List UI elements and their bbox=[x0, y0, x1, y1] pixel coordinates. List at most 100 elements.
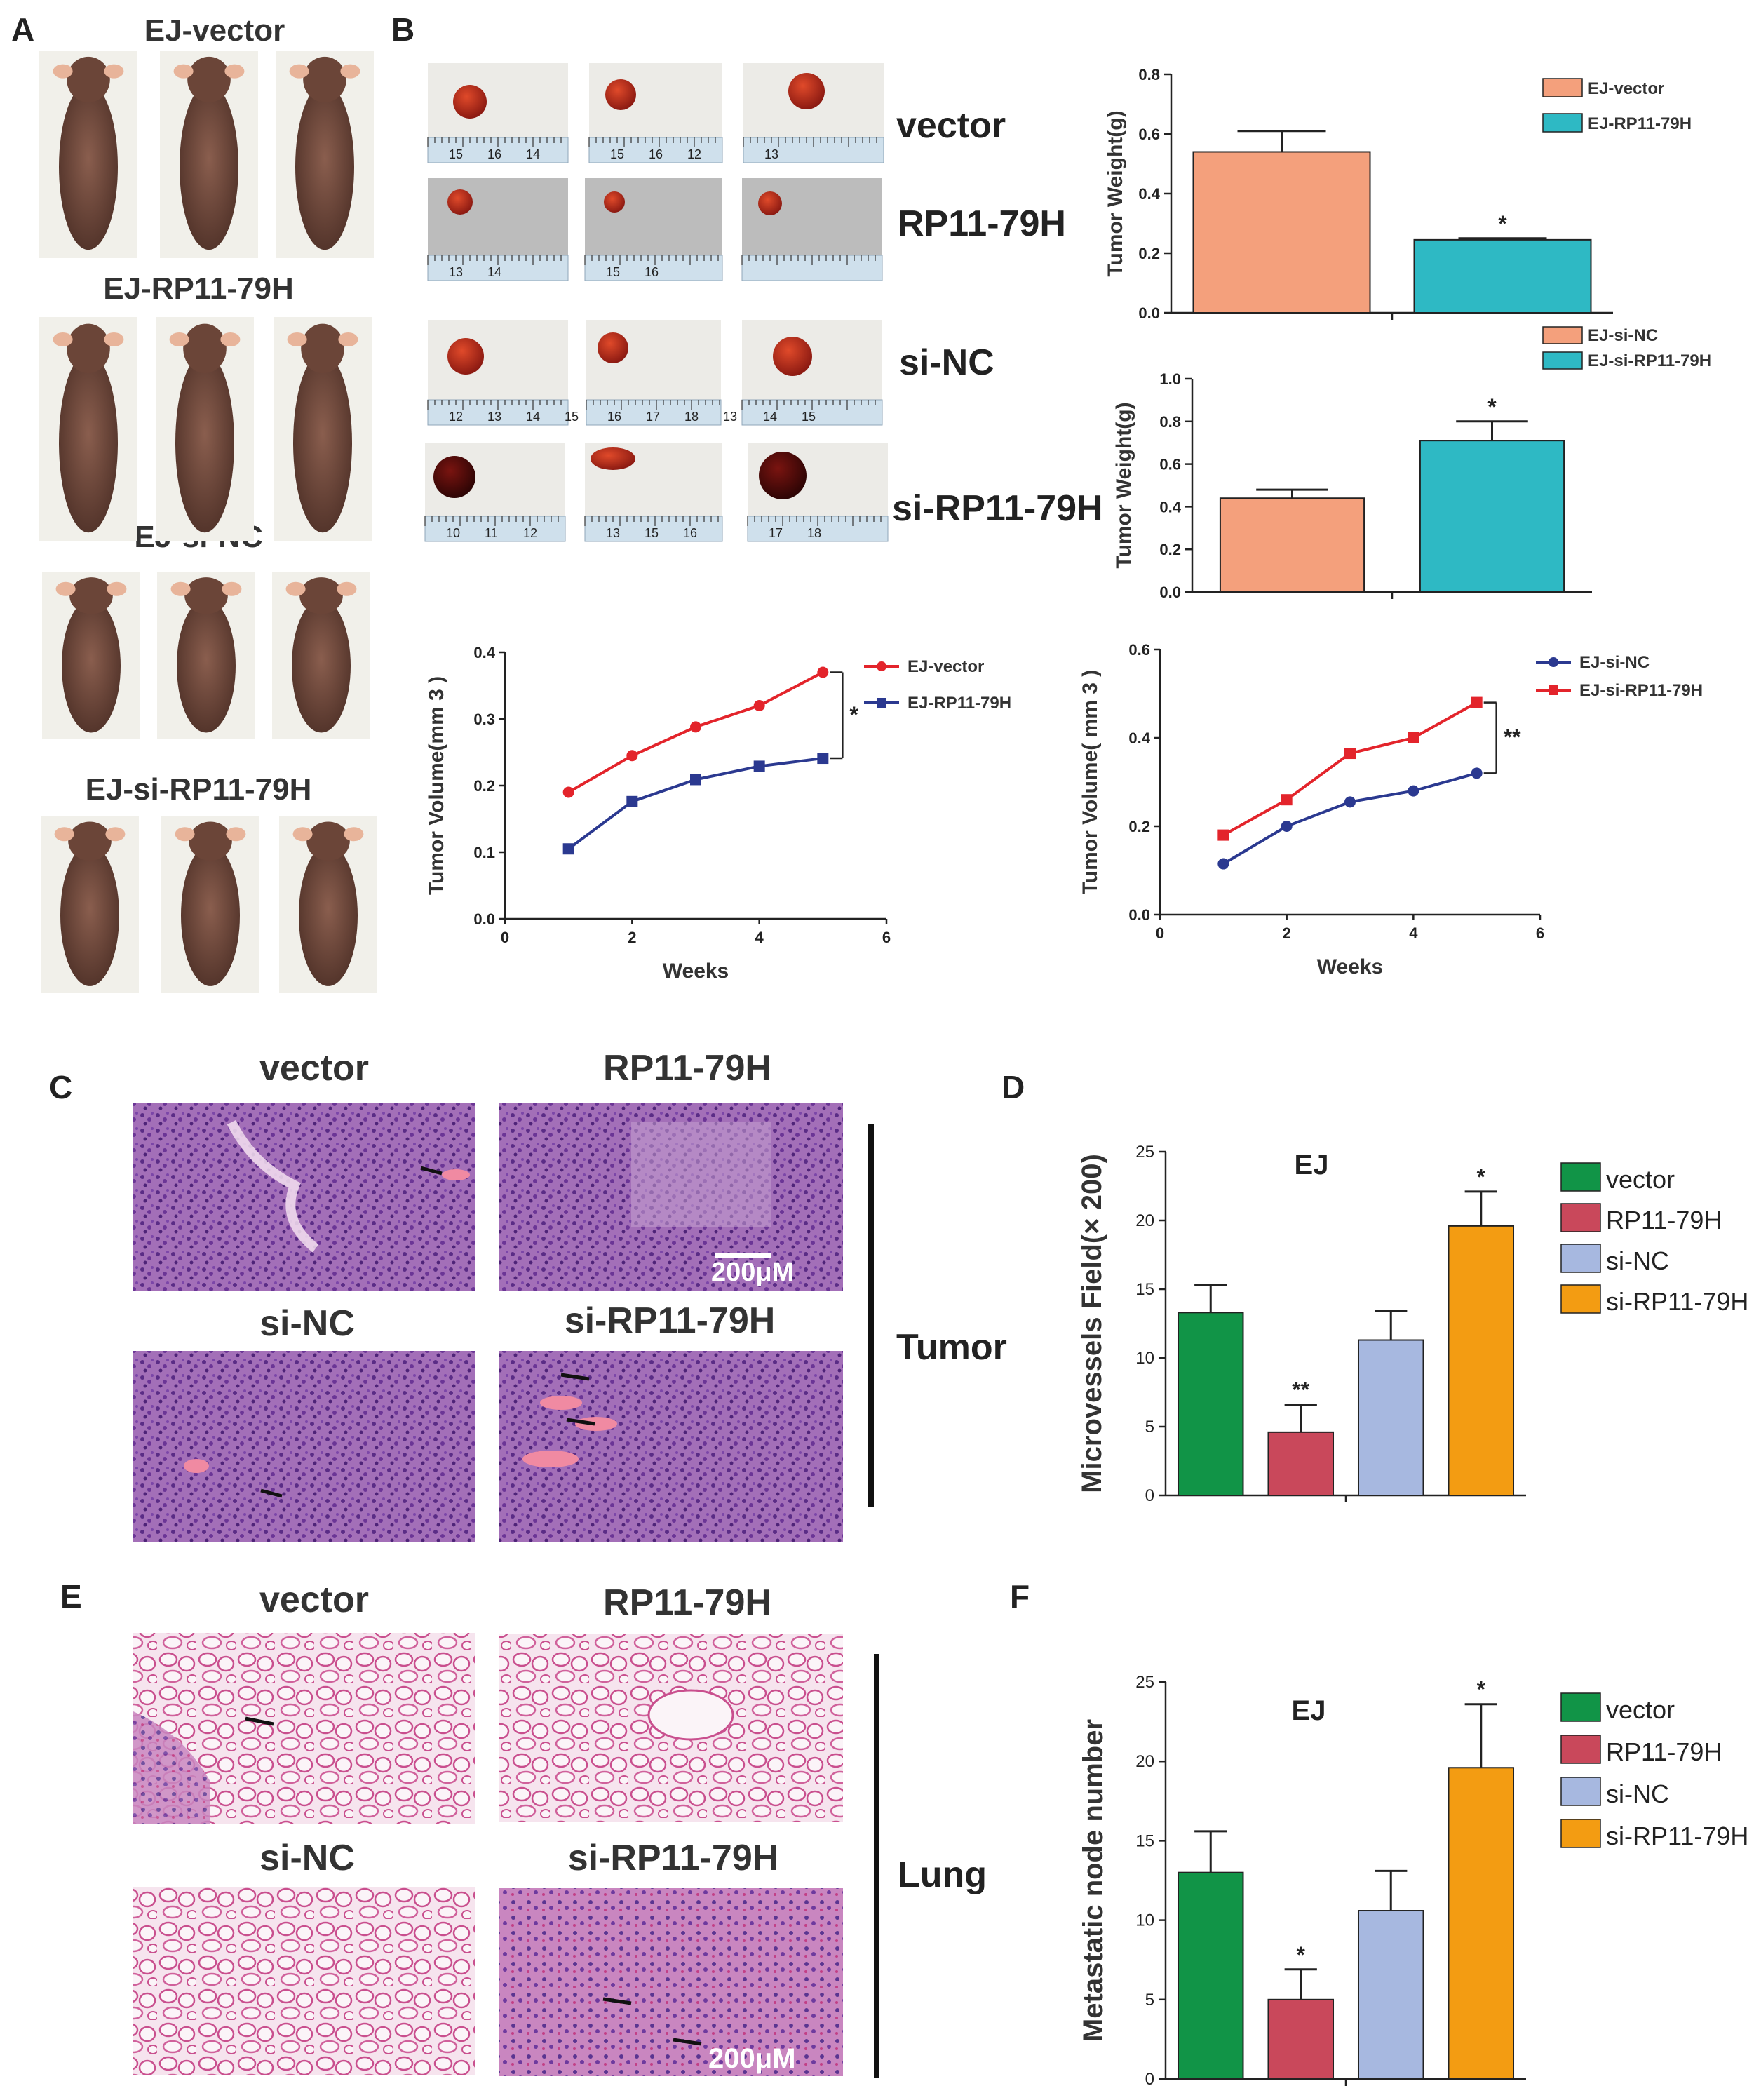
data-point bbox=[626, 750, 638, 762]
ruler-label: 13 bbox=[449, 265, 463, 279]
significance-mark: * bbox=[1477, 1164, 1486, 1190]
legend-swatch bbox=[1560, 1203, 1601, 1232]
mouse-ear bbox=[226, 827, 246, 842]
y-axis-label: Microvessels Field(× 200) bbox=[1077, 1154, 1107, 1493]
bar-chart-f-metastatic: 0 5 10 15 20 25 * * Metastatic node number EJ vect… bbox=[1078, 1673, 1748, 2089]
microvessel bbox=[184, 1459, 209, 1473]
ruler bbox=[584, 255, 723, 281]
bar-vector bbox=[1177, 1312, 1244, 1496]
tumor-specimen bbox=[788, 73, 825, 109]
mouse-body bbox=[62, 599, 121, 733]
microvessel bbox=[442, 1169, 470, 1180]
legend-label: EJ-si-RP11-79H bbox=[1588, 351, 1711, 370]
mouse-body bbox=[59, 83, 118, 250]
tumor-photo-grid: 15 16 14 15 16 12 13 13 14 15 16 12 13 14 15 16 17 18 13 14… bbox=[424, 63, 889, 542]
mouse-ear bbox=[105, 827, 126, 842]
y-tick-label: 10 bbox=[1135, 1349, 1154, 1368]
tumor-histology-vector bbox=[133, 1103, 475, 1291]
ruler bbox=[584, 516, 723, 542]
y-tick-label: 0.8 bbox=[1159, 413, 1181, 431]
chart-title: EJ bbox=[1292, 1695, 1326, 1726]
legend-marker bbox=[877, 661, 886, 671]
y-tick-label: 5 bbox=[1145, 1991, 1154, 2010]
mouse-ear bbox=[104, 332, 124, 346]
y-tick-label: 5 bbox=[1145, 1418, 1154, 1436]
bar-si-NC bbox=[1357, 1339, 1424, 1497]
ruler-label: 14 bbox=[487, 265, 501, 279]
group-title-ej-vector: EJ-vector bbox=[144, 13, 285, 48]
significance-mark: * bbox=[1487, 394, 1497, 419]
legend-marker bbox=[1549, 657, 1558, 667]
mouse-head bbox=[303, 56, 346, 102]
dense-region bbox=[133, 1711, 210, 1824]
ruler-label: 15 bbox=[802, 410, 816, 424]
mouse-ear bbox=[292, 827, 313, 842]
line-chart-b-volume-1: 0.0 0.1 0.2 0.3 0.4 0 2 4 6 EJ-vector EJ-RP11-79H *… bbox=[425, 644, 1011, 983]
ruler-label: 13 bbox=[606, 526, 620, 540]
mouse-ear bbox=[222, 581, 242, 596]
bar-vector bbox=[1177, 1871, 1244, 2080]
significance-mark: * bbox=[1297, 1942, 1306, 1967]
significance-mark: * bbox=[1477, 1677, 1486, 1702]
tumor-specimen bbox=[447, 338, 484, 375]
y-axis-label: Tumor Weight(g) bbox=[1112, 402, 1135, 568]
ruler bbox=[588, 137, 723, 163]
mouse-body bbox=[299, 844, 358, 986]
ruler-label: 16 bbox=[645, 265, 659, 279]
ruler-label: 11 bbox=[485, 526, 498, 540]
panel-label-b: B bbox=[391, 11, 414, 48]
arrow-icon bbox=[673, 2038, 702, 2046]
legend-label: si-NC bbox=[1606, 1246, 1669, 1275]
ruler-label: 18 bbox=[684, 410, 699, 424]
row-label-si-nc: si-NC bbox=[899, 342, 994, 383]
significance-mark: ** bbox=[1504, 725, 1521, 750]
mouse-head bbox=[306, 821, 350, 861]
ruler-label: 14 bbox=[526, 147, 540, 161]
panel-label-c: C bbox=[49, 1069, 72, 1105]
ruler-label: 13 bbox=[764, 147, 778, 161]
legend-label: vector bbox=[1606, 1165, 1675, 1194]
side-label-lung: Lung bbox=[898, 1855, 987, 1895]
y-tick-label: 0.6 bbox=[1138, 126, 1160, 143]
mouse-ear bbox=[338, 332, 358, 346]
legend-label: EJ-RP11-79H bbox=[1588, 114, 1692, 133]
legend-label: RP11-79H bbox=[1606, 1737, 1722, 1766]
y-tick-label: 15 bbox=[1135, 1831, 1154, 1850]
tumor-specimen bbox=[759, 452, 807, 499]
mouse-head bbox=[69, 577, 113, 614]
legend-swatch bbox=[1542, 351, 1583, 370]
mouse-ear bbox=[224, 64, 245, 79]
y-axis-label: Tumor Volume(mm 3 ) bbox=[425, 676, 448, 895]
data-point bbox=[1217, 829, 1229, 841]
mouse-ear bbox=[287, 332, 307, 346]
ruler-label: 16 bbox=[607, 410, 621, 424]
y-tick-label: 25 bbox=[1135, 1143, 1154, 1162]
mouse-head bbox=[183, 323, 227, 373]
data-point bbox=[753, 700, 765, 711]
tumor-specimen bbox=[598, 332, 628, 363]
tumor-specimen bbox=[433, 456, 475, 498]
mouse-ear bbox=[169, 332, 189, 346]
legend-swatch bbox=[1560, 1777, 1601, 1806]
mouse-body bbox=[181, 844, 240, 986]
mouse-ear bbox=[54, 827, 74, 842]
mouse-ear bbox=[337, 581, 357, 596]
histology-label-rp11-79h: RP11-79H bbox=[603, 1048, 771, 1089]
group-title-ej-rp11-79h: EJ-RP11-79H bbox=[103, 271, 293, 306]
y-tick-label: 0.2 bbox=[1159, 541, 1181, 558]
row-label-vector: vector bbox=[896, 105, 1006, 146]
ruler-label: 17 bbox=[769, 526, 783, 540]
y-tick-label: 0.8 bbox=[1138, 66, 1160, 83]
legend-label: si-RP11-79H bbox=[1606, 1287, 1748, 1316]
legend-swatch bbox=[1560, 1692, 1601, 1722]
y-tick-label: 0.6 bbox=[1128, 641, 1150, 659]
mouse-body bbox=[177, 599, 236, 733]
tumor-specimen bbox=[591, 447, 635, 470]
bar-EJ-si-NC bbox=[1219, 497, 1365, 593]
mouse-ear bbox=[170, 581, 191, 596]
mouse-ear bbox=[55, 581, 76, 596]
lung-label-rp11-79h: RP11-79H bbox=[603, 1582, 771, 1623]
mouse-photo-grid bbox=[39, 51, 377, 993]
x-tick-label: 4 bbox=[755, 929, 764, 946]
